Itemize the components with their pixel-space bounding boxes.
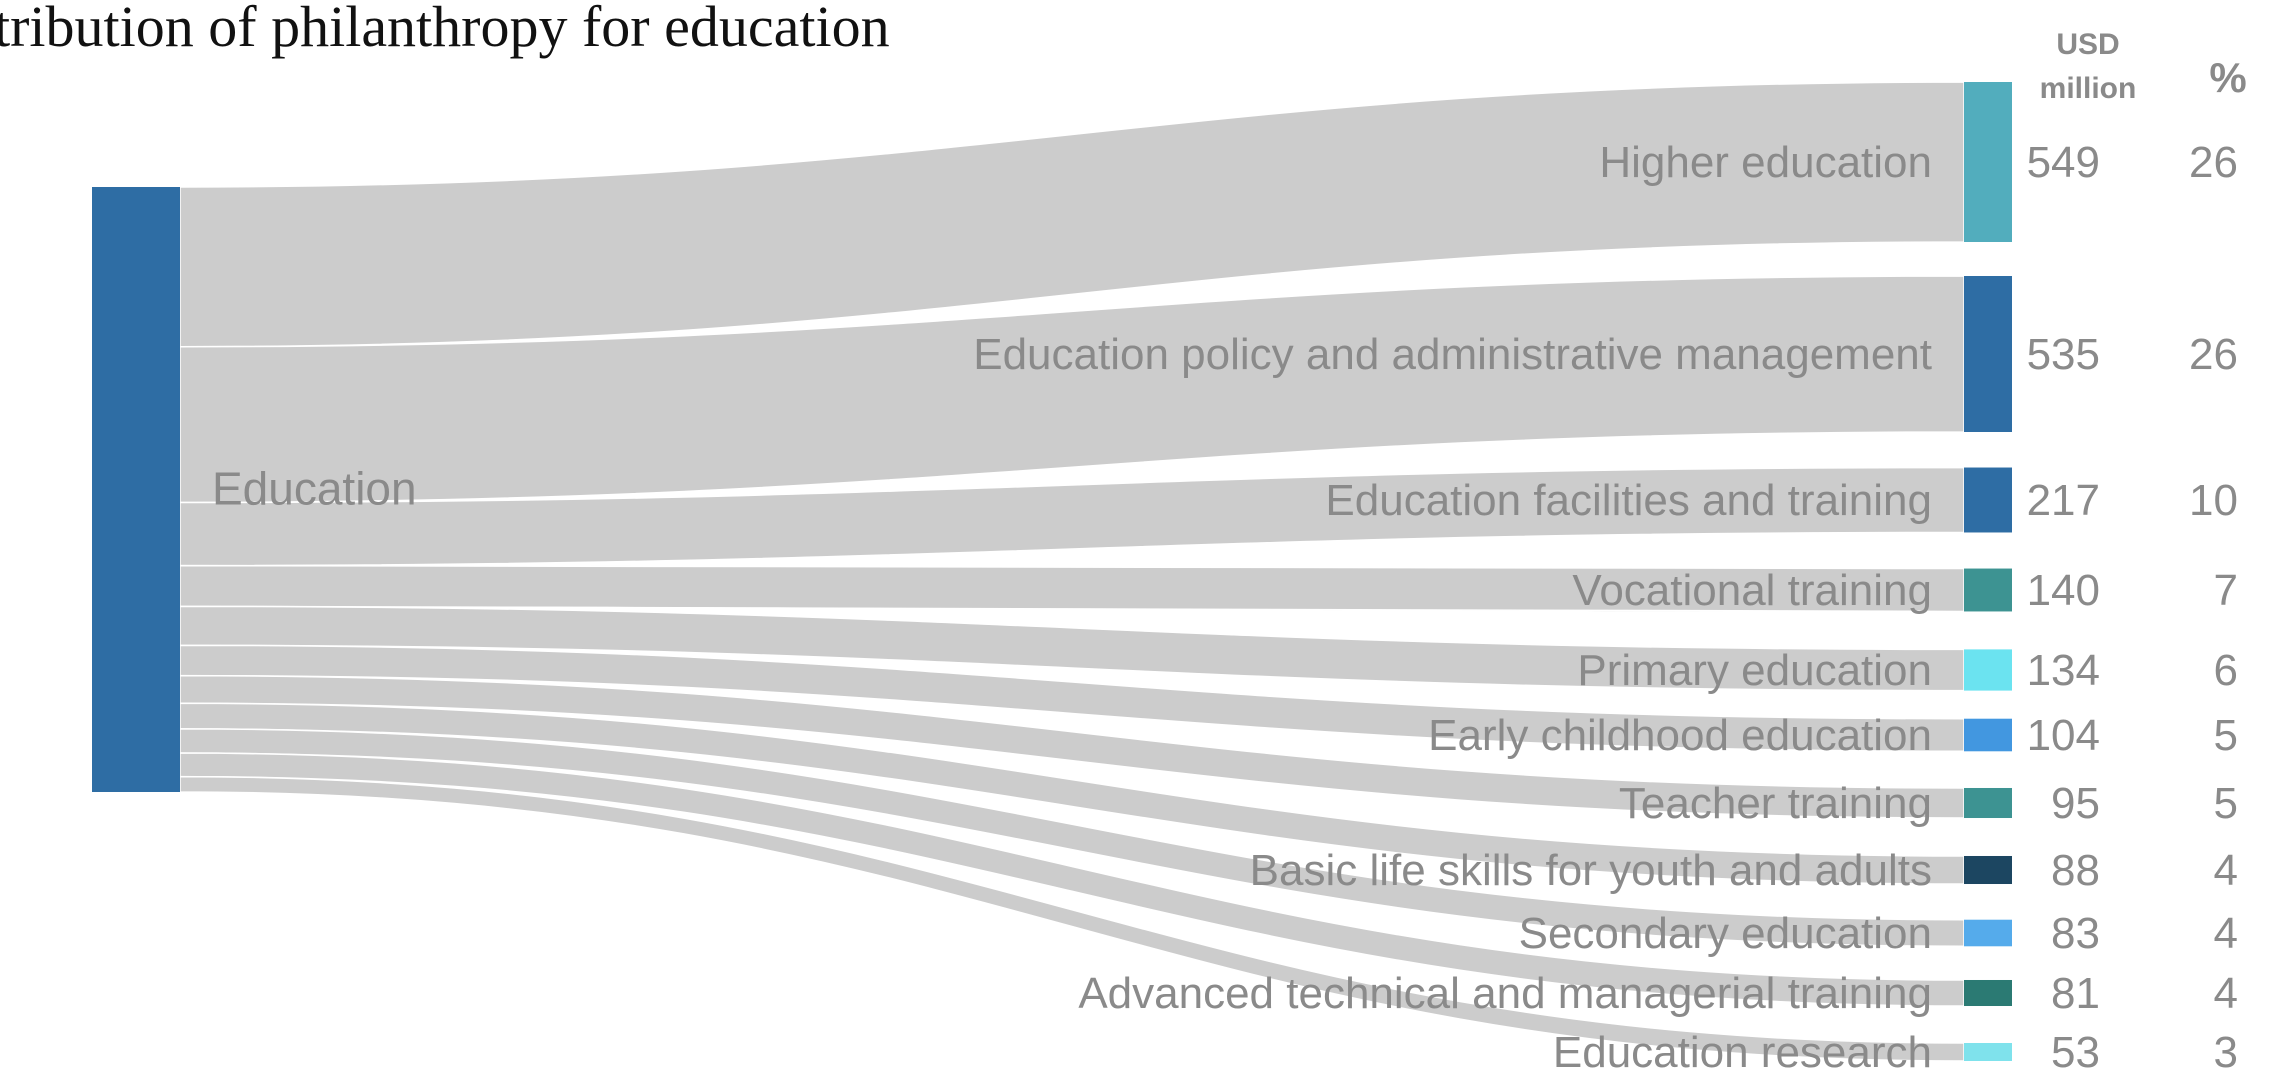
target-percent: 5 <box>2214 779 2238 828</box>
target-value: 95 <box>2051 779 2100 828</box>
source-label: Education <box>212 463 417 515</box>
target-percent: 10 <box>2189 476 2238 525</box>
target-percent: 4 <box>2214 846 2238 895</box>
target-value: 549 <box>2027 138 2100 187</box>
target-value: 88 <box>2051 846 2100 895</box>
target-label: Education research <box>1553 1028 1932 1077</box>
target-percent: 26 <box>2189 330 2238 379</box>
target-percent: 26 <box>2189 138 2238 187</box>
target-node <box>1964 276 2012 432</box>
target-percent: 5 <box>2214 711 2238 760</box>
target-node <box>1964 979 2012 1007</box>
target-label: Education facilities and training <box>1325 476 1932 525</box>
target-value: 81 <box>2051 969 2100 1018</box>
flow-links <box>179 81 1965 1062</box>
flow-link <box>179 466 1965 567</box>
chart-title: tribution of philanthropy for education <box>0 0 890 59</box>
target-label: Higher education <box>1599 138 1932 187</box>
target-value: 134 <box>2027 646 2100 695</box>
percent-header: % <box>2209 54 2246 101</box>
target-percent: 7 <box>2214 566 2238 615</box>
target-label: Education policy and administrative mana… <box>973 330 1932 379</box>
target-value: 217 <box>2027 476 2100 525</box>
flow-link <box>179 564 1965 613</box>
target-node <box>1964 919 2012 947</box>
target-node <box>1964 649 2012 691</box>
target-node <box>1964 82 2012 242</box>
flow-link <box>179 752 1965 1007</box>
target-nodes: Higher education 549 26 Education policy an… <box>973 82 2238 1077</box>
target-node <box>1964 1043 2012 1061</box>
target-node <box>1964 568 2012 612</box>
target-node <box>1964 718 2012 752</box>
target-label: Vocational training <box>1572 566 1932 615</box>
target-value: 140 <box>2027 566 2100 615</box>
target-label: Secondary education <box>1519 909 1932 958</box>
value-header-line2: million <box>2040 72 2137 105</box>
target-label: Teacher training <box>1619 779 1932 828</box>
target-percent: 6 <box>2214 646 2238 695</box>
target-label: Basic life skills for youth and adults <box>1250 846 1932 895</box>
target-node <box>1964 787 2012 819</box>
flow-link <box>179 275 1965 504</box>
source-node-education <box>92 187 180 792</box>
target-percent: 4 <box>2214 969 2238 1018</box>
value-header-line1: USD <box>2056 28 2119 61</box>
target-node <box>1964 467 2012 533</box>
target-percent: 3 <box>2214 1028 2238 1077</box>
target-node <box>1964 855 2012 885</box>
target-value: 83 <box>2051 909 2100 958</box>
target-value: 104 <box>2027 711 2100 760</box>
target-label: Advanced technical and managerial traini… <box>1078 969 1932 1018</box>
flow-link <box>179 605 1965 692</box>
target-label: Early childhood education <box>1428 711 1932 760</box>
target-label: Primary education <box>1577 646 1932 695</box>
target-value: 53 <box>2051 1028 2100 1077</box>
target-value: 535 <box>2027 330 2100 379</box>
target-percent: 4 <box>2214 909 2238 958</box>
